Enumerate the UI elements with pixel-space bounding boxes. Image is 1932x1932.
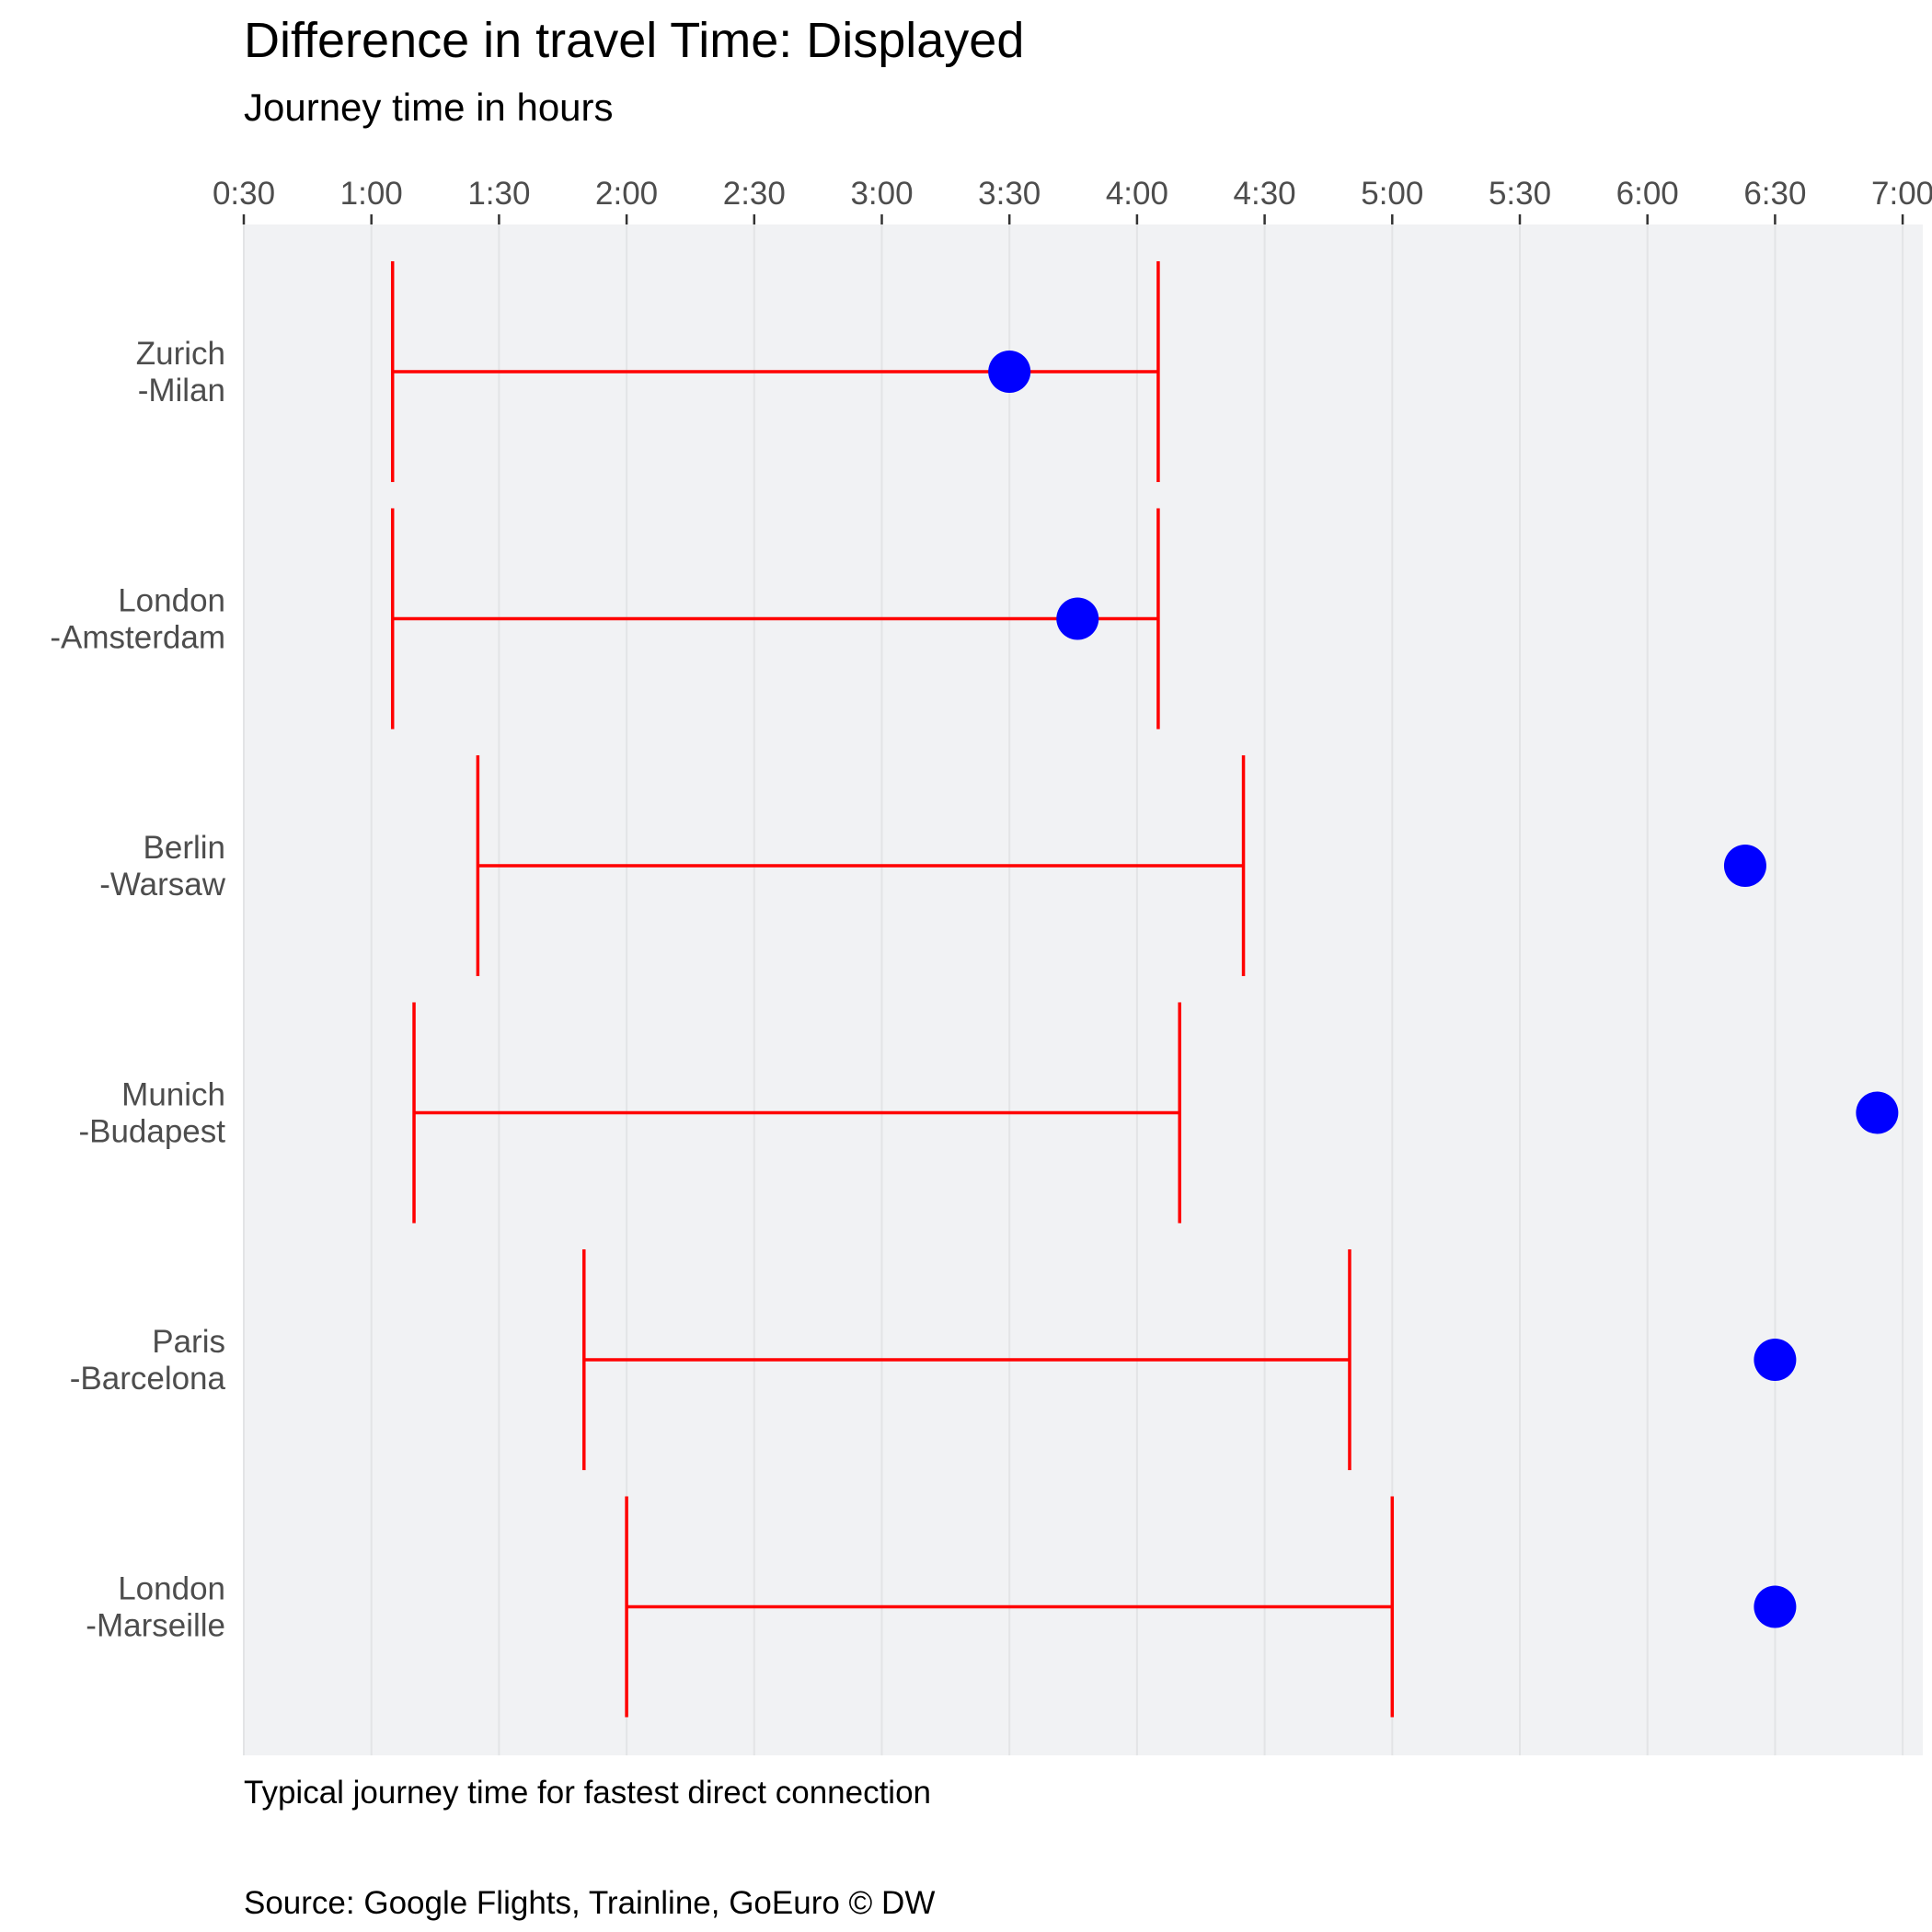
x-axis: 0:30 1:00 1:30 2:00 2:30 3:00 3:30 4:00 4:30 5:00… — [213, 176, 1932, 224]
x-tick-label: 3:00 — [850, 176, 913, 212]
data-point — [1754, 1339, 1797, 1381]
data-point — [1723, 845, 1766, 887]
marks — [390, 261, 1899, 1718]
category-label: Paris -Barcelona — [70, 1324, 226, 1397]
y-axis: Zurich -Milan London -Amsterdam Berlin -Warsa… — [50, 336, 225, 1644]
x-axis-caption: Typical journey time for fastest direct … — [244, 1775, 931, 1811]
x-tick-label: 6:00 — [1616, 176, 1679, 212]
x-tick-label: 5:30 — [1489, 176, 1551, 212]
x-tick-label: 7:00 — [1871, 176, 1932, 212]
category-label: Zurich -Milan — [136, 336, 225, 408]
chart-subtitle: Journey time in hours — [244, 86, 614, 129]
x-tick-label: 1:30 — [467, 176, 530, 212]
data-point — [1856, 1091, 1899, 1134]
data-point — [1056, 597, 1099, 640]
x-tick-label: 4:30 — [1234, 176, 1296, 212]
x-tick-label: 5:00 — [1361, 176, 1423, 212]
x-tick-label: 4:00 — [1106, 176, 1168, 212]
category-label: Berlin -Warsaw — [99, 830, 225, 903]
x-tick-label: 0:30 — [213, 176, 275, 212]
x-tick-label: 6:30 — [1743, 176, 1806, 212]
x-tick-label: 2:00 — [595, 176, 658, 212]
plot-panel — [244, 224, 1923, 1755]
grid-layer — [243, 224, 1904, 1755]
x-tick-label: 3:30 — [978, 176, 1041, 212]
data-point — [1754, 1585, 1797, 1628]
x-tick-label: 2:30 — [723, 176, 786, 212]
category-label: Munich -Budapest — [78, 1077, 225, 1150]
category-label: London -Amsterdam — [50, 583, 225, 656]
category-label: London -Marseille — [86, 1571, 225, 1644]
x-tick-label: 1:00 — [340, 176, 403, 212]
chart-title: Difference in travel Time: Displayed — [244, 13, 1024, 68]
data-point — [988, 351, 1031, 393]
source-caption: Source: Google Flights, Trainline, GoEur… — [244, 1885, 935, 1921]
